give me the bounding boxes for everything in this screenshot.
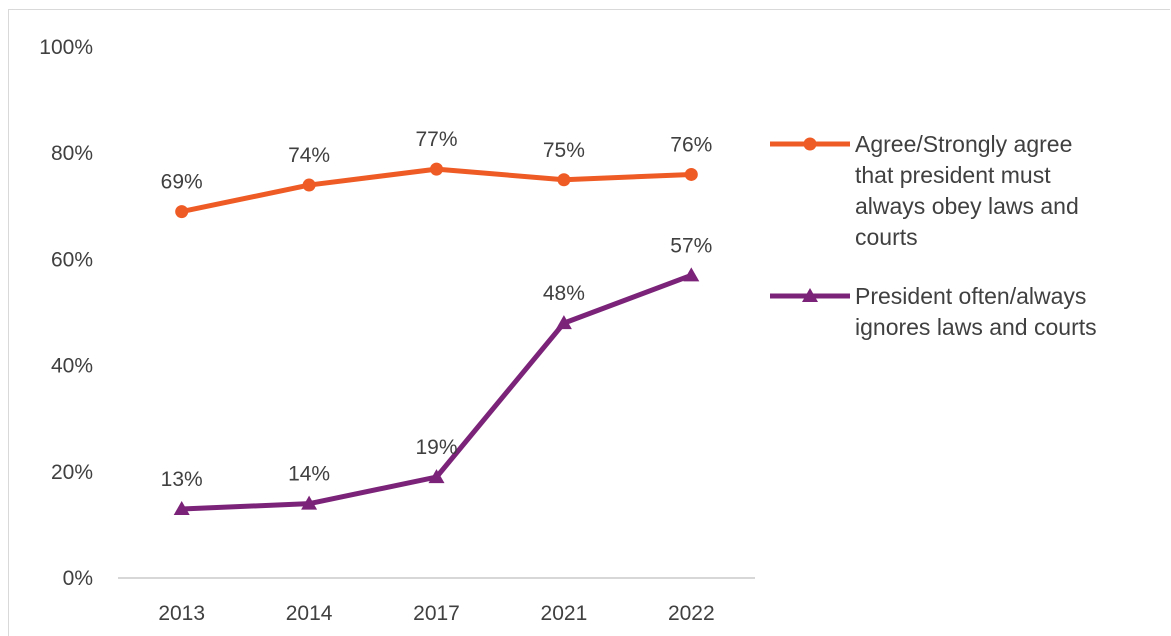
data-point bbox=[301, 495, 318, 510]
data-point bbox=[175, 205, 189, 219]
legend-item-1: Agree/Strongly agree that president must a… bbox=[770, 131, 1079, 250]
data-label: 74% bbox=[288, 144, 330, 167]
y-tick-label: 40% bbox=[51, 355, 93, 378]
y-tick-label: 20% bbox=[51, 461, 93, 484]
data-point bbox=[555, 315, 572, 330]
series-1: 69% 74% 77% 75% 76% bbox=[161, 128, 712, 219]
legend-marker bbox=[802, 288, 818, 302]
legend-label: Agree/Strongly agree bbox=[855, 131, 1072, 157]
x-tick-label: 2021 bbox=[541, 602, 588, 625]
x-tick-label: 2013 bbox=[158, 602, 205, 625]
data-label: 75% bbox=[543, 139, 585, 162]
legend-item-2: President often/always ignores laws and c… bbox=[770, 283, 1097, 340]
data-label: 57% bbox=[670, 234, 712, 257]
data-label: 48% bbox=[543, 282, 585, 305]
x-tick-label: 2022 bbox=[668, 602, 715, 625]
y-tick-label: 60% bbox=[51, 248, 93, 271]
data-point bbox=[683, 267, 700, 282]
series-layer: 69% 74% 77% 75% 76% 13% 14% 19% 48% 57% bbox=[161, 128, 712, 515]
data-point bbox=[430, 162, 443, 176]
y-axis: 0% 20% 40% 60% 80% 100% bbox=[39, 36, 93, 590]
data-label: 76% bbox=[670, 133, 712, 156]
legend-label: that president must bbox=[855, 162, 1051, 188]
data-label: 13% bbox=[161, 468, 203, 491]
data-label: 14% bbox=[288, 463, 330, 486]
x-axis: 2013 2014 2017 2021 2022 bbox=[118, 577, 755, 625]
data-point bbox=[173, 500, 190, 515]
data-label: 77% bbox=[415, 128, 457, 151]
y-tick-label: 0% bbox=[63, 567, 93, 590]
legend-marker bbox=[803, 137, 817, 151]
y-tick-label: 100% bbox=[39, 36, 93, 59]
chart-frame bbox=[8, 9, 1170, 636]
legend: Agree/Strongly agree that president must a… bbox=[770, 131, 1097, 340]
legend-label: always obey laws and bbox=[855, 193, 1079, 219]
data-point bbox=[684, 167, 698, 181]
legend-label: ignores laws and courts bbox=[855, 314, 1097, 340]
series-2: 13% 14% 19% 48% 57% bbox=[161, 234, 712, 515]
legend-label: President often/always bbox=[855, 283, 1086, 309]
legend-label: courts bbox=[855, 224, 918, 250]
x-tick-label: 2014 bbox=[286, 602, 333, 625]
data-point bbox=[302, 178, 316, 192]
y-tick-label: 80% bbox=[51, 142, 93, 165]
data-label: 69% bbox=[161, 171, 203, 194]
x-tick-label: 2017 bbox=[413, 602, 460, 625]
data-label: 19% bbox=[415, 436, 457, 459]
data-point bbox=[557, 173, 571, 187]
data-point bbox=[428, 469, 445, 484]
